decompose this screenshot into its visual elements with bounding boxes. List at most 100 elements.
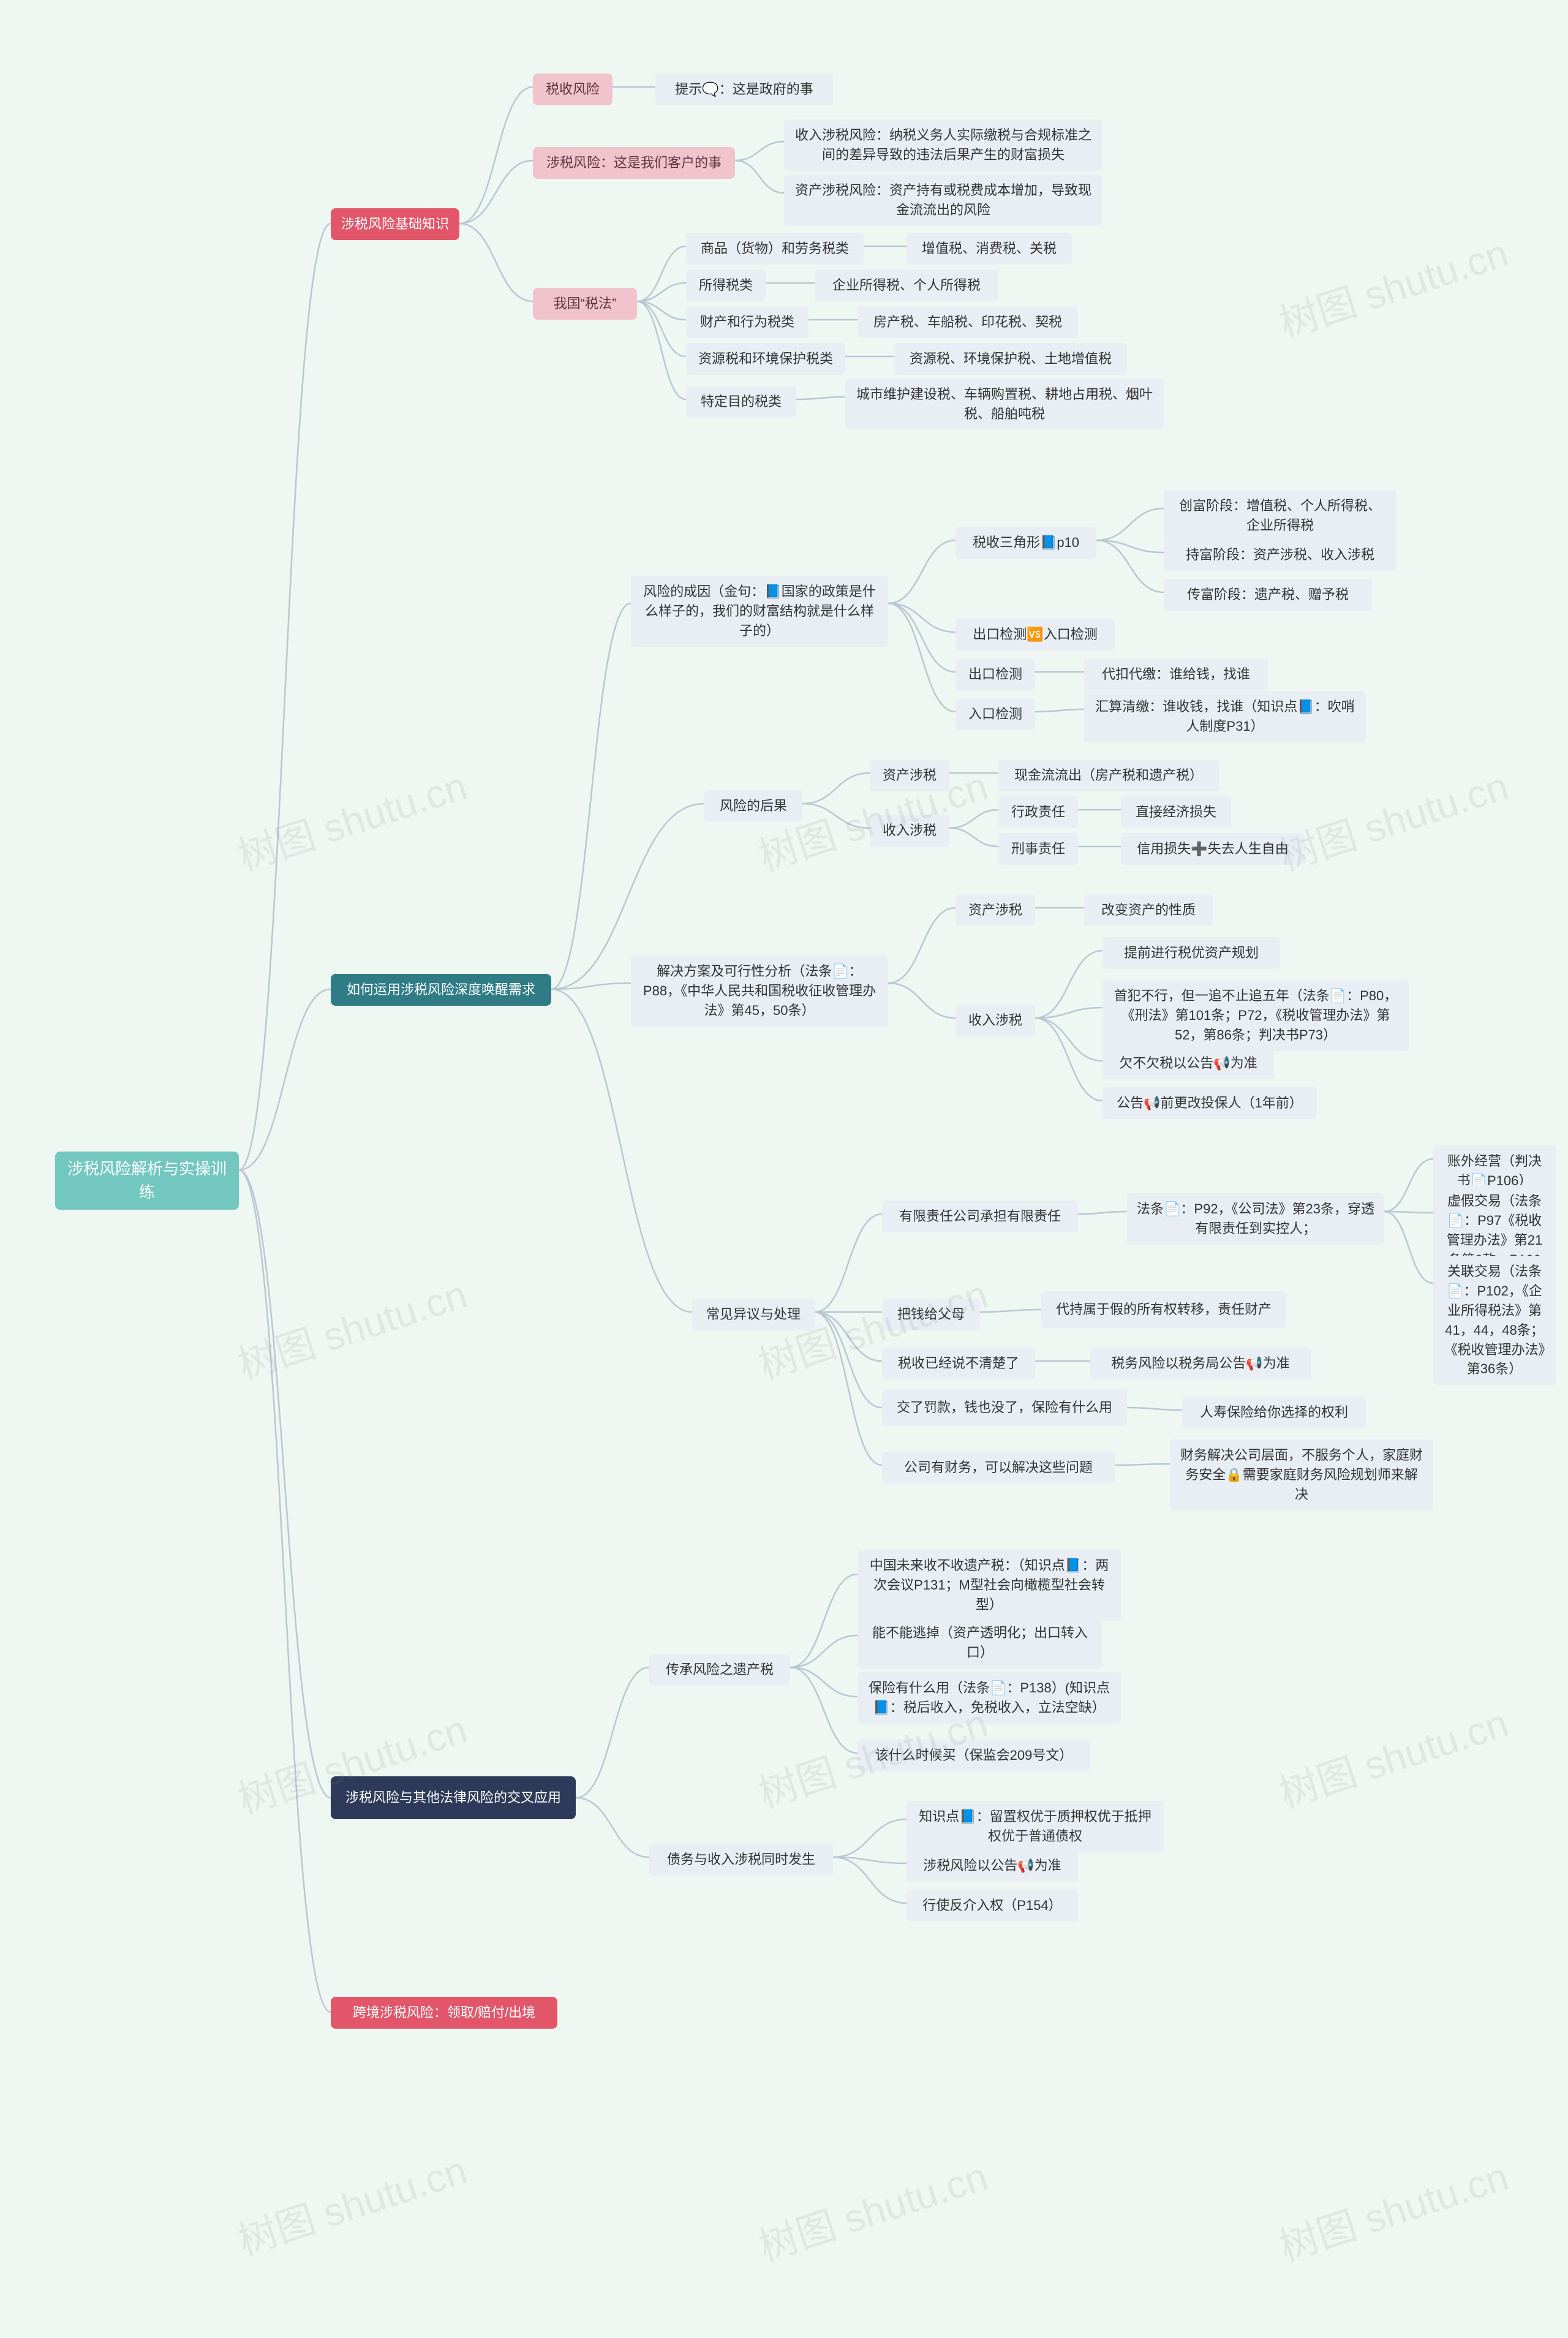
connector xyxy=(833,1819,907,1857)
connector xyxy=(576,1667,649,1798)
node-b1b: 涉税风险：这是我们客户的事 xyxy=(533,147,735,179)
node-b2c2a: 提前进行税优资产规划 xyxy=(1102,937,1280,969)
connector xyxy=(239,1170,331,1798)
connector xyxy=(735,160,784,193)
connector xyxy=(637,283,686,301)
node-b2d5a: 财务解决公司层面，不服务个人，家庭财务安全🔒需要家庭财务风险规划师来解决 xyxy=(1170,1439,1433,1510)
node-b2b2b: 刑事责任 xyxy=(998,833,1078,865)
node-b4: 跨境涉税风险：领取/赔付/出境 xyxy=(331,1997,557,2029)
node-b3a1: 中国未来收不收遗产税：（知识点📘：两次会议P131；M型社会向橄榄型社会转型） xyxy=(858,1550,1121,1621)
connector xyxy=(459,160,533,224)
node-b2a1b: 持富阶段：资产涉税、收入涉税 xyxy=(1164,539,1396,571)
watermark: 树图 shutu.cn xyxy=(230,2139,473,2266)
node-b2d5: 公司有财务，可以解决这些问题 xyxy=(882,1452,1115,1484)
connector xyxy=(1096,540,1164,592)
node-b2d: 常见异议与处理 xyxy=(692,1299,815,1330)
connector xyxy=(815,1312,882,1465)
connector xyxy=(1384,1212,1433,1283)
node-b2d4: 交了罚款，钱也没了，保险有什么用 xyxy=(882,1389,1127,1426)
node-b1a: 税收风险 xyxy=(533,74,612,105)
watermark: 树图 shutu.cn xyxy=(230,755,473,881)
connector xyxy=(1127,1408,1182,1410)
connector xyxy=(888,603,956,672)
node-b1c2: 所得税类 xyxy=(686,270,766,301)
connector xyxy=(1035,1018,1102,1101)
node-b2d4a: 人寿保险给你选择的权利 xyxy=(1182,1397,1366,1428)
connector xyxy=(888,603,956,632)
connector xyxy=(239,224,331,1170)
node-b2a1a: 创富阶段：增值税、个人所得税、企业所得税 xyxy=(1164,490,1396,541)
connector xyxy=(459,87,533,224)
connector xyxy=(833,1857,907,1903)
node-b2b2a1: 直接经济损失 xyxy=(1121,796,1231,828)
node-b2a: 风险的成因（金句：📘国家的政策是什么样子的，我们的财富结构就是什么样子的） xyxy=(631,576,888,647)
node-b2c2: 收入涉税 xyxy=(956,1005,1035,1036)
watermark: 树图 shutu.cn xyxy=(1271,222,1514,349)
node-b2c: 解决方案及可行性分析（法条📄：P88，《中华人民共和国税收征收管理办法》第45，… xyxy=(631,956,888,1027)
node-b1: 涉税风险基础知识 xyxy=(331,208,459,240)
connector xyxy=(815,1214,882,1312)
node-b2a2: 出口检测🆚入口检测 xyxy=(956,619,1115,650)
node-b3b2: 涉税风险以公告📢为准 xyxy=(907,1850,1078,1882)
node-b3a4: 该什么时候买（保监会209号文） xyxy=(858,1740,1090,1771)
connector xyxy=(1035,709,1084,712)
node-b2b: 风险的后果 xyxy=(704,790,802,822)
node-b1c4a: 资源税、环境保护税、土地增值税 xyxy=(894,343,1127,375)
node-b1c5a: 城市维护建设税、车辆购置税、耕地占用税、烟叶税、船舶吨税 xyxy=(845,379,1164,430)
watermark: 树图 shutu.cn xyxy=(1271,755,1514,881)
connector xyxy=(790,1574,858,1667)
connector xyxy=(1096,508,1164,540)
node-b2c1: 资产涉税 xyxy=(956,894,1035,926)
connector xyxy=(888,603,956,712)
connector xyxy=(949,810,998,828)
node-b2b1a: 现金流流出（房产税和遗产税） xyxy=(998,760,1219,791)
connector xyxy=(637,246,686,301)
node-b1c5: 特定目的税类 xyxy=(686,386,796,418)
node-b1c3a: 房产税、车船税、印花税、契税 xyxy=(858,306,1078,338)
node-b2d1: 有限责任公司承担有限责任 xyxy=(882,1201,1078,1232)
node-b2a4: 入口检测 xyxy=(956,698,1035,730)
node-b2d2a: 代持属于假的所有权转移，责任财产 xyxy=(1041,1291,1286,1328)
watermark: 树图 shutu.cn xyxy=(1271,2145,1514,2272)
node-b2d3: 税收已经说不清楚了 xyxy=(882,1348,1035,1379)
connector xyxy=(1384,1212,1433,1213)
connector xyxy=(802,773,870,804)
connector xyxy=(802,804,870,828)
connector xyxy=(551,603,631,989)
connector xyxy=(1384,1159,1433,1212)
node-b3: 涉税风险与其他法律风险的交叉应用 xyxy=(331,1776,576,1819)
node-b3b3: 行使反介入权（P154） xyxy=(907,1890,1078,1921)
connector xyxy=(1115,1464,1170,1465)
node-b1b1: 收入涉税风险：纳税义务人实际缴税与合规标准之间的差异导致的违法后果产生的财富损失 xyxy=(784,119,1102,171)
node-b3b1: 知识点📘：留置权优于质押权优于抵押权优于普通债权 xyxy=(907,1801,1164,1852)
connector xyxy=(1096,540,1164,552)
node-b1c: 我国“税法” xyxy=(533,288,637,320)
node-b2d1a3: 关联交易（法条📄：P102，《企业所得税法》第41，44，48条；《税收管理办法… xyxy=(1433,1256,1556,1385)
node-b2: 如何运用涉税风险深度唤醒需求 xyxy=(331,974,551,1006)
connector xyxy=(790,1667,858,1753)
connector xyxy=(1035,1018,1102,1061)
node-root: 涉税风险解析与实操训练 xyxy=(55,1152,239,1210)
connector xyxy=(833,1857,907,1863)
connector xyxy=(637,301,686,356)
watermark: 树图 shutu.cn xyxy=(750,2145,993,2272)
node-b1a1: 提示🗨️：这是政府的事 xyxy=(655,74,833,105)
connector xyxy=(796,397,845,399)
node-b2b2: 收入涉税 xyxy=(870,815,949,847)
node-b3a3: 保险有什么用（法条📄：P138）(知识点📘：税后收入，免税收入，立法空缺） xyxy=(858,1672,1121,1724)
node-b3a2: 能不能逃掉（资产透明化；出口转入口） xyxy=(858,1617,1102,1669)
connector xyxy=(551,983,631,989)
node-b2b2a: 行政责任 xyxy=(998,796,1078,828)
connector xyxy=(551,989,692,1312)
connector xyxy=(790,1635,858,1667)
connector xyxy=(1035,951,1102,1018)
connector xyxy=(239,1170,331,2012)
watermark: 树图 shutu.cn xyxy=(230,1263,473,1390)
connector xyxy=(1035,1008,1102,1018)
connector xyxy=(637,301,686,399)
node-b2a1: 税收三角形📘p10 xyxy=(956,527,1096,559)
connector xyxy=(815,1312,882,1361)
node-b2d2: 把钱给父母 xyxy=(882,1299,980,1330)
node-b1c4: 资源税和环境保护税类 xyxy=(686,343,845,375)
node-b2a4a: 汇算清缴：谁收钱，找谁（知识点📘：吹哨人制度P31） xyxy=(1084,691,1366,742)
